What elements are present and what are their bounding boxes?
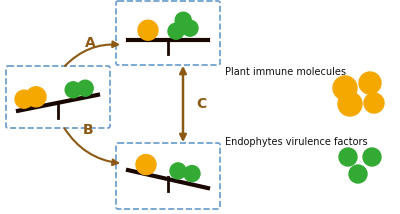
Text: Plant immune molecules: Plant immune molecules (225, 67, 346, 77)
Text: A: A (85, 36, 95, 50)
Circle shape (65, 82, 81, 98)
Circle shape (77, 80, 93, 96)
Circle shape (349, 165, 367, 183)
Circle shape (339, 148, 357, 166)
Circle shape (333, 76, 357, 100)
Circle shape (15, 90, 33, 108)
Circle shape (182, 20, 198, 36)
Circle shape (359, 72, 381, 94)
Circle shape (168, 23, 184, 39)
Circle shape (26, 87, 46, 107)
Circle shape (363, 148, 381, 166)
Circle shape (136, 155, 156, 175)
Circle shape (170, 163, 186, 179)
Circle shape (338, 92, 362, 116)
Circle shape (175, 12, 191, 28)
Text: C: C (196, 97, 206, 111)
Text: Endophytes virulence factors: Endophytes virulence factors (225, 137, 368, 147)
Circle shape (364, 93, 384, 113)
Circle shape (184, 166, 200, 182)
Text: B: B (83, 123, 93, 137)
Circle shape (138, 20, 158, 40)
